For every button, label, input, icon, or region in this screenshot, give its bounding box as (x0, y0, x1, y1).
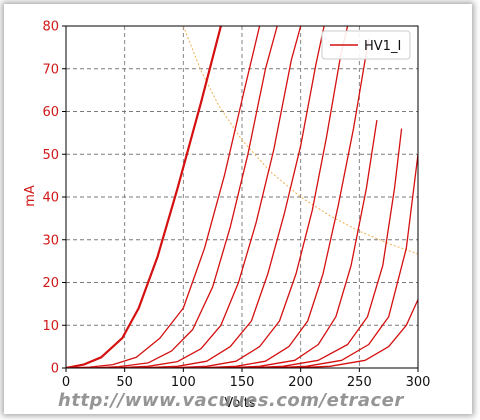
y-tick-label: 60 (42, 105, 59, 120)
x-axis-title: Volts (224, 396, 256, 411)
x-tick-label: 0 (62, 375, 70, 390)
axes: 0 50 100 150 200 250 300 0 10 20 30 40 50 60 70 80 (42, 20, 430, 391)
legend: HV1_I (321, 30, 411, 60)
plate-curve-5 (136, 26, 325, 368)
x-tick-label: 150 (230, 375, 255, 390)
plate-curve-9 (241, 128, 403, 368)
legend-box (321, 30, 411, 60)
y-tick-label: 50 (42, 148, 59, 163)
x-tick-label: 200 (288, 375, 313, 390)
legend-label-hv1-i: HV1_I (364, 39, 401, 54)
plate-curve-7 (195, 38, 370, 368)
y-tick-label: 30 (42, 233, 59, 248)
x-tick-label: 300 (406, 375, 431, 390)
grid (66, 26, 418, 368)
plate-curve-11 (288, 299, 418, 368)
x-tick-label: 100 (171, 375, 196, 390)
plate-curve-1 (66, 26, 222, 368)
plate-curve-3 (89, 26, 278, 368)
x-tick-label: 50 (116, 375, 133, 390)
y-tick-label: 70 (42, 62, 59, 77)
plate-curve-2 (66, 26, 261, 368)
y-tick-label: 80 (42, 20, 59, 35)
y-tick-label: 10 (42, 319, 59, 334)
y-axis-title: mA (23, 185, 38, 207)
plate-curve-4 (112, 26, 302, 368)
figure-frame (4, 4, 472, 414)
y-tick-label: 40 (42, 191, 59, 206)
x-tick-label: 250 (347, 375, 372, 390)
y-tick-label: 20 (42, 276, 59, 291)
plate-curve-6 (165, 26, 349, 368)
plate-curve-10 (265, 154, 418, 368)
watermark-url: http://www.vacuues.com/etracer (58, 390, 404, 411)
plate-curve-8 (218, 120, 378, 368)
y-tick-label: 0 (51, 362, 59, 377)
series-layer (66, 26, 418, 368)
